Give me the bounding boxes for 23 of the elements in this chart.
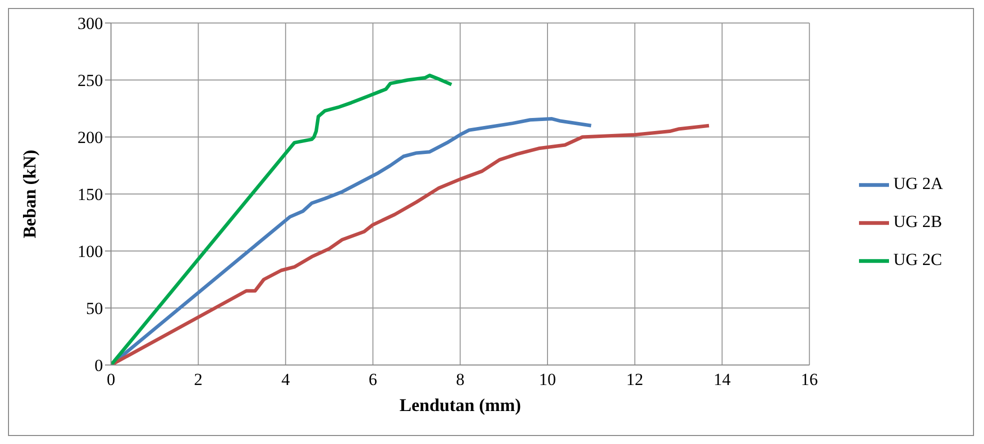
x-tick-label: 0 — [106, 370, 116, 390]
legend-label: UG 2A — [893, 174, 943, 193]
x-tick-label: 8 — [456, 370, 464, 390]
legend-label: UG 2B — [893, 212, 942, 231]
x-tick-label: 6 — [368, 370, 378, 390]
y-tick-label: 200 — [78, 128, 103, 148]
x-tick-label: 16 — [800, 370, 818, 390]
x-tick-label: 10 — [539, 370, 556, 390]
x-tick-label: 12 — [626, 370, 644, 390]
y-tick-label: 150 — [78, 185, 103, 204]
x-tick-label: 2 — [194, 370, 203, 390]
y-tick-label: 300 — [78, 14, 103, 34]
x-axis-title: Lendutan (mm) — [399, 395, 521, 415]
y-tick-label: 250 — [78, 71, 103, 90]
y-tick-label: 50 — [86, 299, 103, 318]
line-series — [111, 74, 454, 365]
x-tick-label: 14 — [714, 370, 732, 390]
y-tick-label: 100 — [78, 242, 103, 262]
line-series — [111, 124, 711, 365]
x-tick-label: 4 — [281, 370, 290, 390]
y-axis-title: Beban (kN) — [19, 150, 40, 238]
y-tick-label: 0 — [94, 356, 103, 376]
legend-label: UG 2C — [893, 250, 942, 269]
